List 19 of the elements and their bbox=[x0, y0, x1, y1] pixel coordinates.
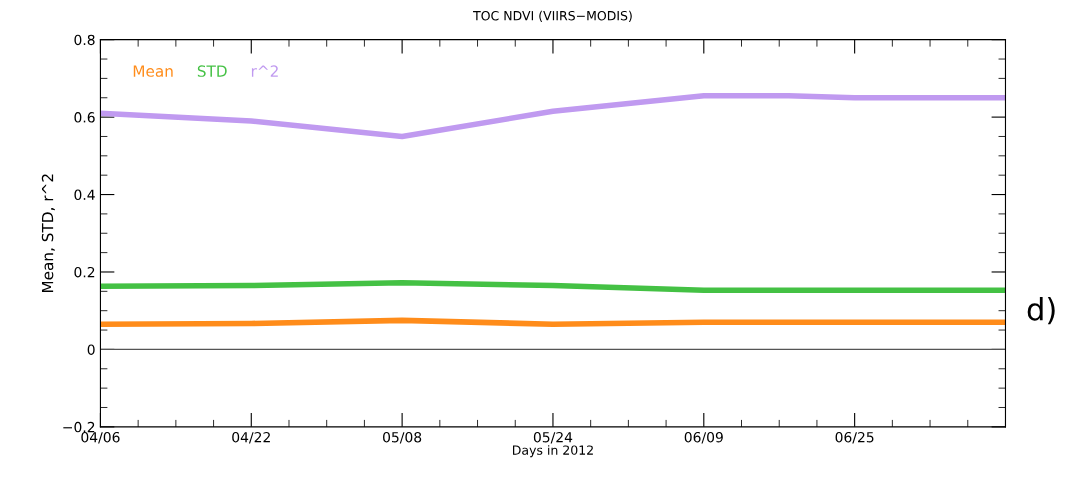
text: STD bbox=[197, 65, 227, 77]
y-tick-label: 0.2 bbox=[74, 266, 95, 278]
x-tick-label: 04/22 bbox=[232, 431, 270, 444]
y-tick-label: −0.2 bbox=[63, 421, 95, 433]
y-tick-label: 0.6 bbox=[74, 112, 95, 123]
text: Mean bbox=[133, 65, 173, 77]
y-axis-title: Mean, STD, r^2 bbox=[41, 174, 55, 293]
y-tick-label: 0.8 bbox=[74, 34, 95, 46]
chart-title: TOC NDVI (VIIRS−MODIS) bbox=[473, 10, 632, 22]
x-tick-label: 06/25 bbox=[835, 431, 874, 444]
x-tick-label: 06/09 bbox=[684, 431, 723, 444]
text: r^2 bbox=[251, 65, 278, 77]
text: d) bbox=[1027, 297, 1055, 325]
y-tick-label: 0 bbox=[87, 344, 95, 355]
x-tick-label: 04/06 bbox=[81, 431, 120, 444]
x-tick-label: 05/08 bbox=[383, 431, 422, 444]
x-axis-title: Days in 2012 bbox=[513, 445, 593, 458]
x-tick-label: 05/24 bbox=[533, 431, 573, 444]
y-tick-label: 0.4 bbox=[74, 189, 95, 201]
